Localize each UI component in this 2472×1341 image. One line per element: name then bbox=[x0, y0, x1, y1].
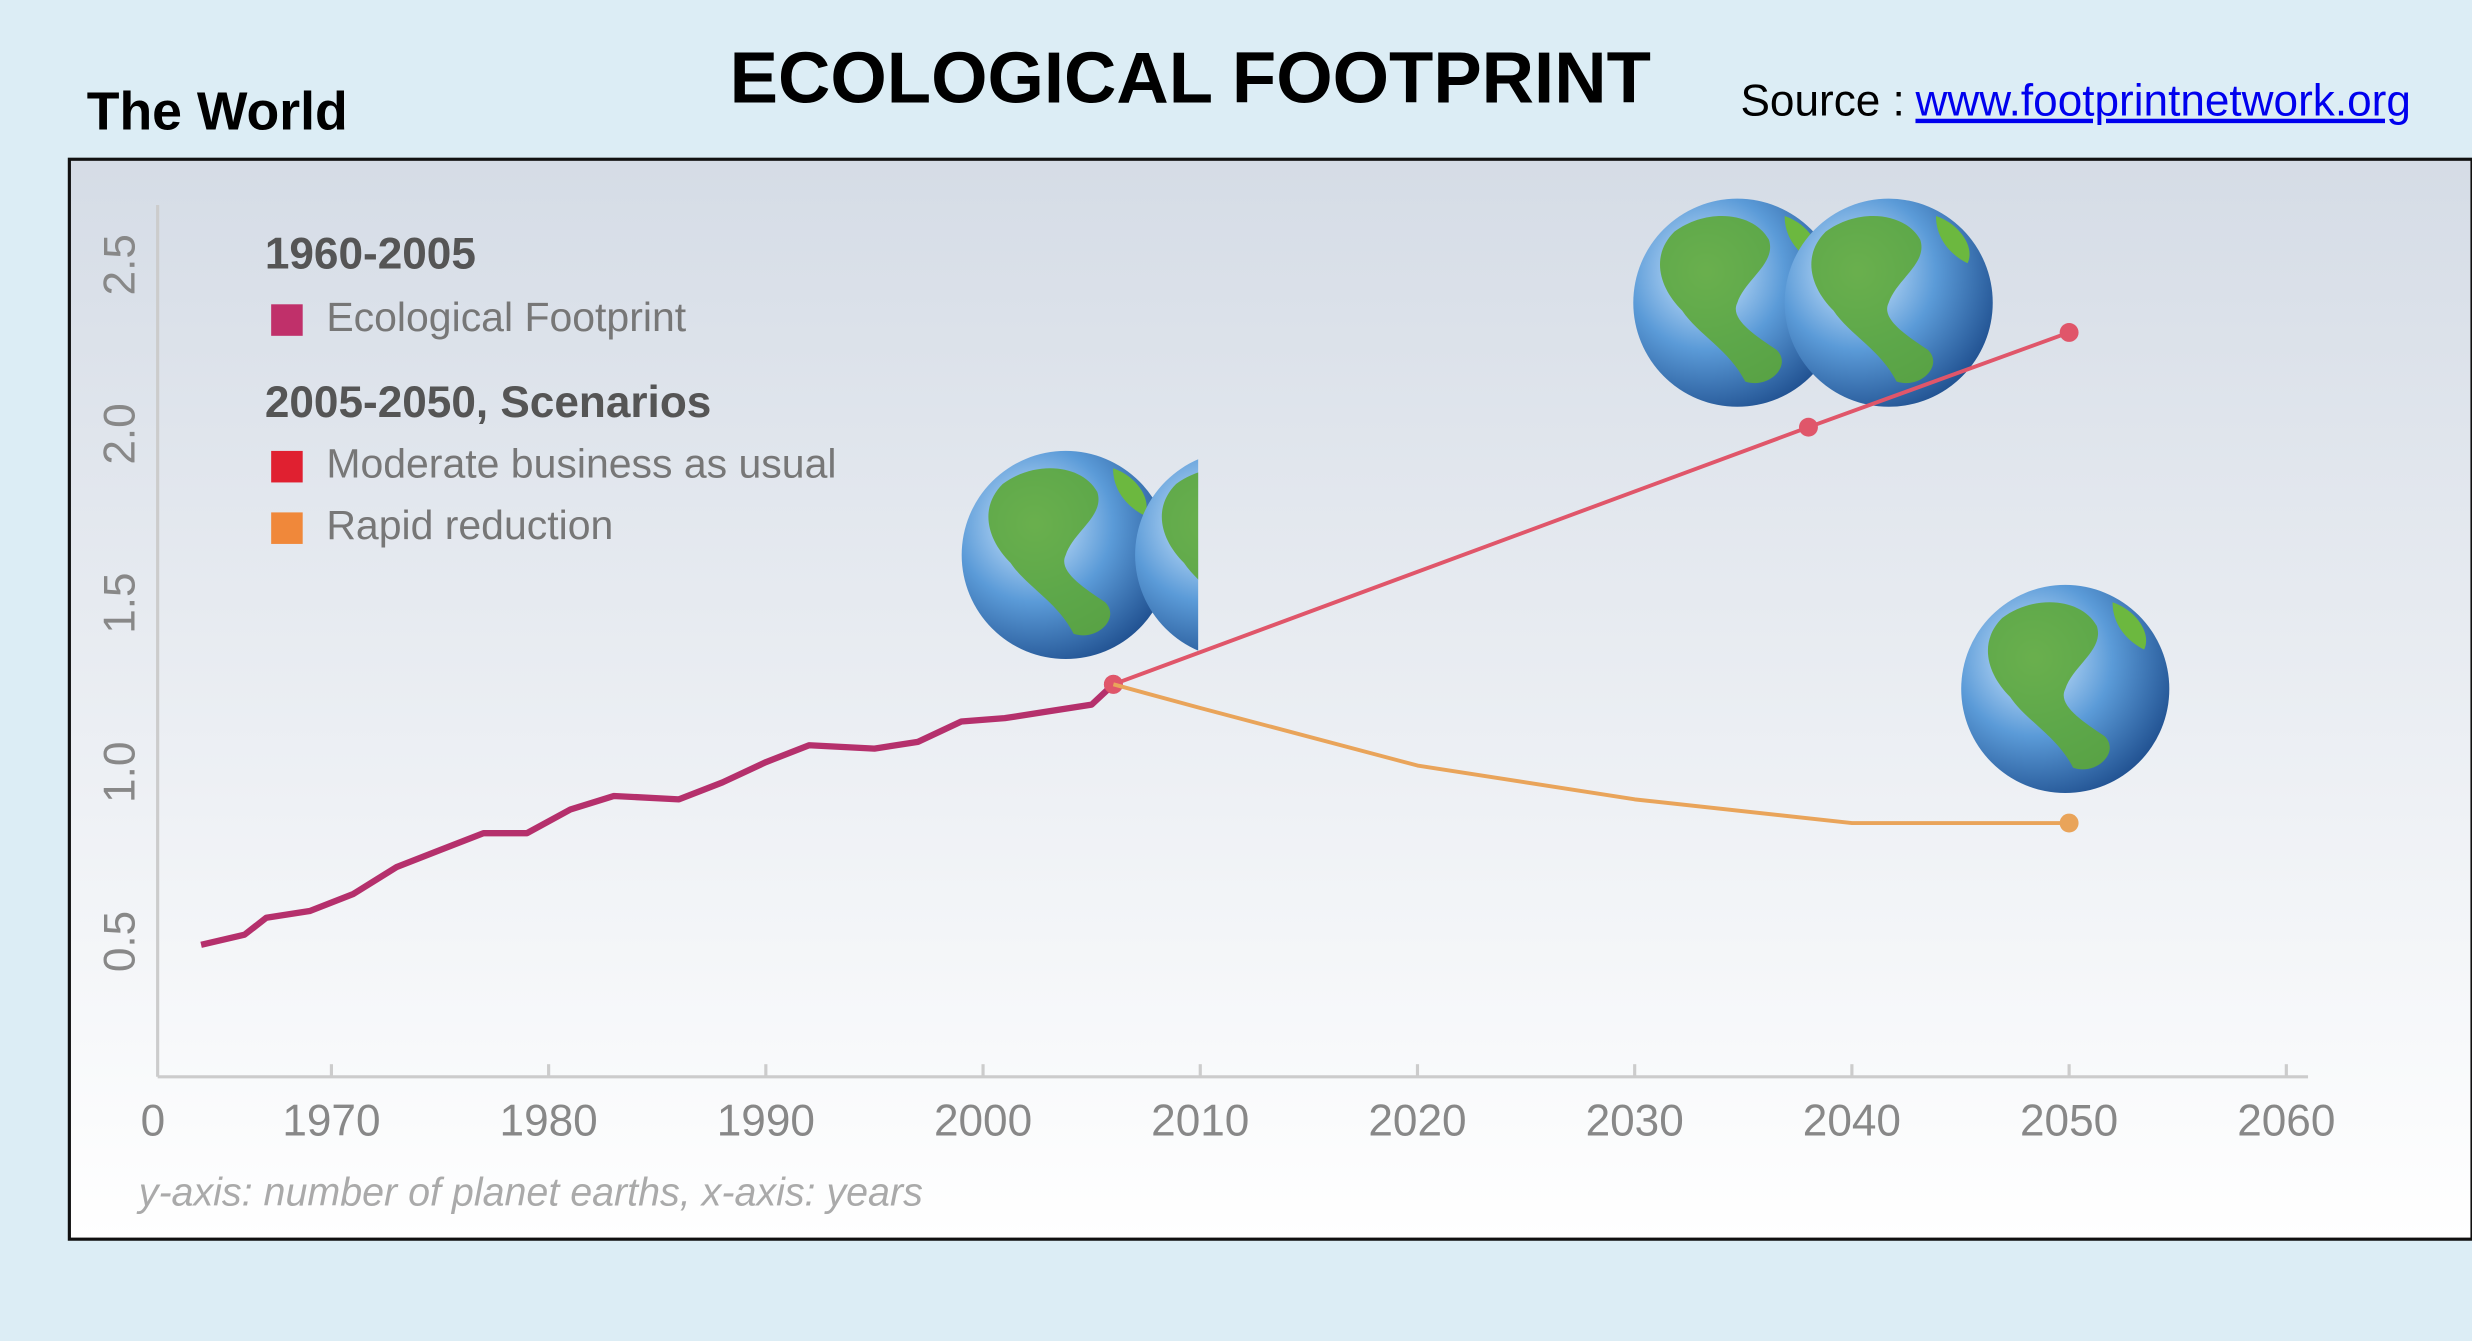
source-link[interactable]: www.footprintnetwork.org bbox=[1914, 77, 2410, 126]
legend-label: Moderate business as usual bbox=[326, 441, 836, 487]
legend-swatch bbox=[271, 304, 303, 336]
y-tick-label: 2.5 bbox=[96, 234, 145, 295]
x-tick-label: 2050 bbox=[2020, 1097, 2118, 1146]
x-tick-label: 1990 bbox=[717, 1097, 815, 1146]
point bbox=[1103, 674, 1123, 694]
point bbox=[2059, 323, 2079, 342]
point bbox=[2059, 813, 2079, 833]
y-tick-label: 2.0 bbox=[96, 403, 145, 464]
y-tick-label: 0 bbox=[141, 1097, 166, 1146]
page-title: ECOLOGICAL FOOTPRINT bbox=[730, 38, 1651, 119]
footnote: y-axis: number of planet earths, x-axis:… bbox=[136, 1170, 923, 1214]
series-line bbox=[1112, 682, 2070, 826]
legend-label: Rapid reduction bbox=[326, 502, 613, 548]
x-tick-label: 2060 bbox=[2237, 1097, 2335, 1146]
x-tick-label: 1980 bbox=[500, 1097, 598, 1146]
y-tick-label: 0.5 bbox=[96, 911, 145, 972]
region-label: The World bbox=[87, 81, 348, 141]
y-tick-label: 1.0 bbox=[96, 742, 145, 803]
x-tick-label: 1970 bbox=[282, 1097, 380, 1146]
legend-swatch bbox=[271, 512, 303, 544]
x-tick-label: 2040 bbox=[1803, 1097, 1901, 1146]
x-tick-label: 2000 bbox=[934, 1097, 1032, 1146]
legend-label: Ecological Footprint bbox=[326, 294, 686, 340]
y-tick-label: 1.5 bbox=[96, 572, 145, 633]
source-label: Source : bbox=[1740, 77, 1904, 126]
legend-title: 2005-2050, Scenarios bbox=[265, 378, 711, 427]
legend-title: 1960-2005 bbox=[265, 230, 476, 279]
x-tick-label: 2020 bbox=[1368, 1097, 1466, 1146]
legend-swatch bbox=[271, 450, 303, 483]
point bbox=[1798, 417, 1818, 437]
x-tick-label: 2010 bbox=[1151, 1097, 1249, 1146]
x-tick-label: 2030 bbox=[1586, 1097, 1684, 1146]
series-line bbox=[200, 682, 1116, 948]
